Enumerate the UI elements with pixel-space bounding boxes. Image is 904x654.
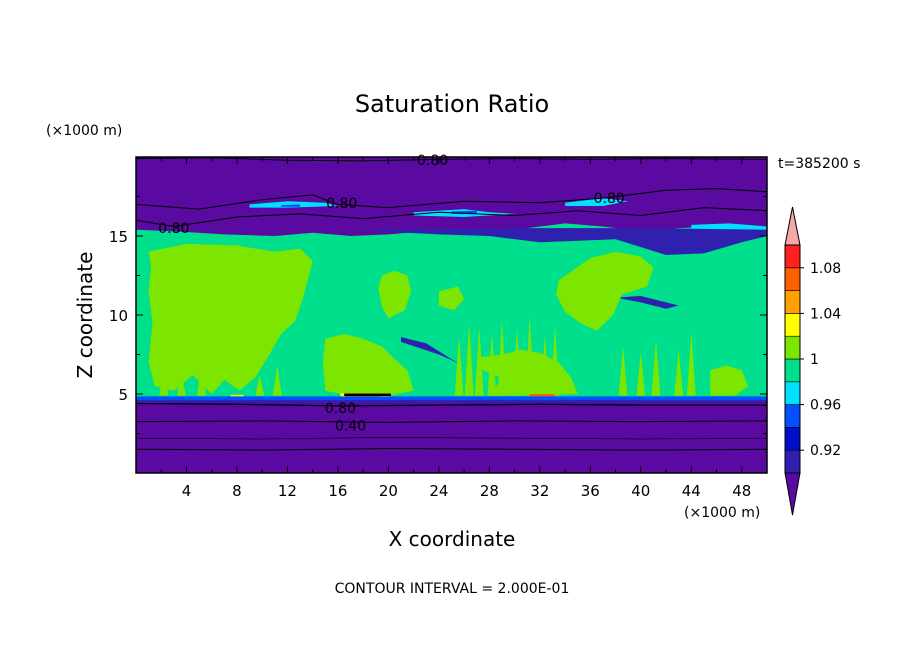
convective-filament — [636, 352, 646, 396]
supersaturated-cell — [438, 286, 465, 311]
convective-filament — [368, 359, 378, 396]
convective-filament — [255, 375, 265, 396]
colorbar-extend-low — [784, 472, 801, 516]
colorbar-segment — [784, 427, 801, 451]
x-tick-label: 8 — [232, 482, 242, 500]
supersaturated-cell — [322, 334, 414, 396]
colorbar-segment — [784, 290, 801, 314]
boundary-rim — [136, 396, 767, 401]
upper-moist-patch — [281, 204, 301, 207]
contour-label: 0.80 — [594, 191, 625, 207]
convective-filament — [272, 365, 282, 396]
colorbar-tick-label: 1.08 — [810, 261, 841, 277]
colorbar-segment — [784, 335, 801, 360]
x-tick-label: 48 — [732, 482, 751, 500]
colorbar-segment — [784, 404, 801, 428]
convective-filament — [454, 337, 464, 396]
colorbar-segment — [784, 381, 801, 405]
colorbar-tick-label: 1 — [810, 352, 819, 368]
dry-intrusion — [401, 337, 465, 366]
y-unit-label: (×1000 m) — [46, 123, 122, 139]
contour-label: 0.80 — [326, 196, 357, 212]
colorbar-segment — [784, 244, 801, 269]
x-tick-label: 44 — [682, 482, 701, 500]
contour-label: 0.80 — [158, 221, 189, 237]
upper-moist-patch — [249, 201, 338, 208]
contour-line-0.20 — [136, 437, 767, 440]
x-tick-label: 28 — [480, 482, 499, 500]
contour-line-0.80 — [136, 188, 767, 210]
colorbar-tick-label: 0.92 — [810, 443, 841, 459]
colorbar-segment — [784, 267, 801, 291]
warm-spot — [230, 394, 244, 397]
contour-line-0.80 — [136, 402, 767, 407]
convective-filament — [512, 329, 522, 396]
x-tick-label: 16 — [328, 482, 347, 500]
convective-filament — [464, 322, 474, 396]
x-axis-label: X coordinate — [389, 527, 516, 551]
convective-filament — [525, 316, 535, 396]
colorbar-extend-high — [784, 206, 801, 246]
convective-filament — [550, 326, 560, 396]
supersaturated-cell — [148, 243, 313, 394]
contour-line-0.40 — [136, 420, 767, 423]
x-tick-label: 12 — [278, 482, 297, 500]
colorbar-tick-label: 0.96 — [810, 398, 841, 414]
supersaturated-cell — [556, 251, 654, 331]
saturation-field — [136, 157, 767, 473]
y-tick-label: 15 — [109, 228, 128, 246]
convective-filament — [159, 365, 169, 396]
convective-filament — [686, 332, 696, 396]
x-tick-label: 40 — [631, 482, 650, 500]
contour-label: 0.80 — [417, 153, 448, 169]
contour-line-0.20 — [136, 447, 767, 451]
x-tick-label: 4 — [182, 482, 192, 500]
x-tick-label: 36 — [581, 482, 600, 500]
y-axis: 5 10 15 — [109, 196, 767, 434]
convective-filament — [497, 319, 507, 396]
chart-title: Saturation Ratio — [355, 90, 549, 118]
x-unit-label: (×1000 m) — [684, 505, 760, 521]
dry-intrusion — [375, 228, 767, 255]
x-tick-label: 20 — [379, 482, 398, 500]
y-axis-label: Z coordinate — [73, 252, 97, 379]
y-tick-label: 5 — [118, 386, 128, 404]
contour-interval-note: CONTOUR INTERVAL = 2.000E-01 — [335, 581, 570, 597]
supersaturated-cell — [710, 365, 749, 396]
convective-filament — [674, 349, 684, 396]
upper-moist-patch — [565, 198, 629, 206]
boundary-rim — [136, 400, 767, 403]
convective-filament — [618, 346, 628, 396]
y-tick-label: 10 — [109, 307, 128, 325]
convective-filament — [487, 334, 497, 396]
contour-label: 0.80 — [325, 401, 356, 417]
colorbar-segment — [784, 449, 801, 474]
x-axis: 4 8 12 16 20 24 28 32 36 40 44 48 — [160, 157, 751, 500]
x-tick-label: 32 — [530, 482, 549, 500]
convective-filament — [540, 335, 550, 396]
colorbar-tick-label: 1.04 — [810, 306, 841, 322]
colorbar: 0.92 0.96 1 1.04 1.08 — [784, 206, 841, 516]
convective-filament — [651, 340, 661, 396]
convective-filament — [177, 371, 186, 396]
convective-filament — [197, 360, 206, 396]
colorbar-segment — [784, 313, 801, 337]
convective-filament — [474, 327, 484, 396]
supersaturated-cell — [378, 270, 412, 319]
x-tick-label: 24 — [429, 482, 448, 500]
contour-line-0.80 — [136, 207, 767, 228]
colorbar-segment — [784, 358, 801, 383]
contour-label: 0.40 — [335, 419, 366, 435]
dry-intrusion — [615, 296, 679, 309]
time-label: t=385200 s — [778, 156, 860, 172]
